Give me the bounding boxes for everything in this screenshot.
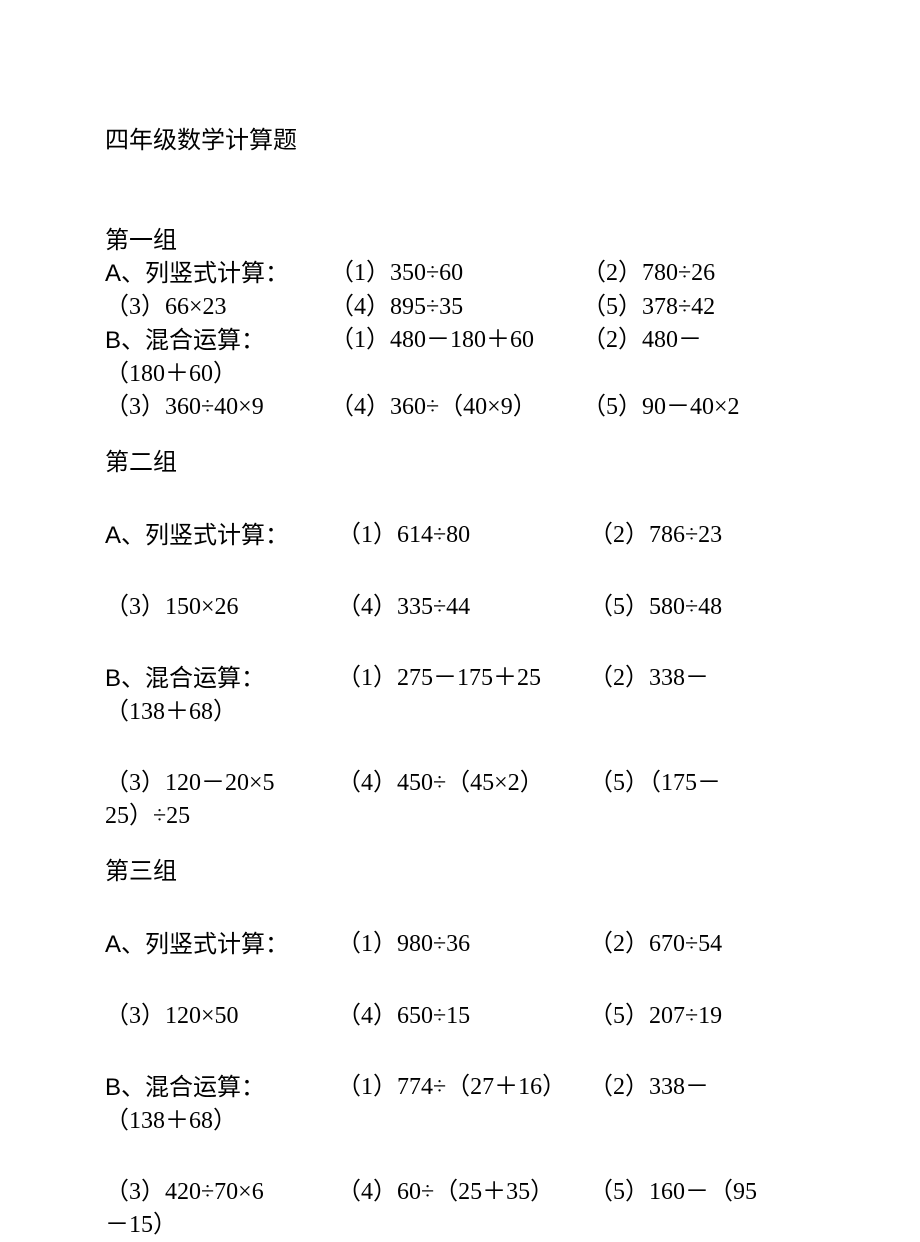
- group3-B-p1: （1）774÷（27＋16）: [337, 1071, 589, 1105]
- group2-title: 第二组: [105, 442, 815, 477]
- group1-B-row1-wrap: （180＋60）: [105, 358, 815, 391]
- group3-B-p4: （4）60÷（25＋35）: [337, 1176, 589, 1209]
- group2-A-p1: （1）614÷80: [337, 519, 589, 553]
- group3-A-row1: A、列竖式计算： （1）980÷36 （2）670÷54: [105, 928, 815, 962]
- group2-B-p2a: （2）338－: [589, 662, 815, 696]
- group1-B-row2: （3）360÷40×9 （4）360÷（40×9） （5）90－40×2: [105, 391, 815, 424]
- group2-A-label: A、列竖式计算：: [105, 519, 337, 553]
- group2-A-p3: （3）150×26: [105, 591, 337, 624]
- group1-B-p4: （4）360÷（40×9）: [330, 391, 582, 424]
- label-suffix: 、混合运算：: [121, 666, 265, 692]
- group2-A-p5: （5）580÷48: [589, 591, 815, 624]
- group3-B-row2: （3）420÷70×6 （4）60÷（25＋35） （5）160－（95: [105, 1176, 815, 1209]
- group2-B-row1: B、混合运算： （1）275－175＋25 （2）338－: [105, 662, 815, 696]
- group2-B-p5a: （5）（175－: [589, 767, 815, 800]
- group3-B-row1-wrap: （138＋68）: [105, 1105, 815, 1138]
- group1-A-p2: （2）780÷26: [582, 257, 815, 291]
- group3-A-p2: （2）670÷54: [589, 928, 815, 962]
- group3-A-row2: （3）120×50 （4）650÷15 （5）207÷19: [105, 1000, 815, 1033]
- label-suffix: 、混合运算：: [121, 1075, 265, 1101]
- group1-B-row1: B、混合运算： （1）480－180＋60 （2）480－: [105, 324, 815, 358]
- group1-A-p4: （4）895÷35: [330, 291, 582, 324]
- group3-B-p2b: （138＋68）: [105, 1105, 237, 1138]
- group2-B-row2: （3）120－20×5 （4）450÷（45×2） （5）（175－: [105, 767, 815, 800]
- group3-B-p5b: －15）: [105, 1209, 177, 1242]
- group3-A-label: A、列竖式计算：: [105, 928, 337, 962]
- group1-A-p3: （3）66×23: [105, 291, 330, 324]
- group2-A-row1: A、列竖式计算： （1）614÷80 （2）786÷23: [105, 519, 815, 553]
- letter-B: B: [105, 327, 121, 354]
- group1-B-p3: （3）360÷40×9: [105, 391, 330, 424]
- group1-B-p1: （1）480－180＋60: [330, 324, 582, 358]
- label-suffix: 、列竖式计算：: [121, 261, 289, 287]
- group3-A-p3: （3）120×50: [105, 1000, 337, 1033]
- group1-A-p1: （1）350÷60: [330, 257, 582, 291]
- group2-B-row2-wrap: 25）÷25: [105, 800, 815, 833]
- group3-B-p5a: （5）160－（95: [589, 1176, 815, 1209]
- group2-B-p1: （1）275－175＋25: [337, 662, 589, 696]
- group1-A-row1: A、列竖式计算： （1）350÷60 （2）780÷26: [105, 257, 815, 291]
- page-title: 四年级数学计算题: [105, 120, 815, 155]
- letter-A: A: [105, 260, 121, 287]
- group3-A-p4: （4）650÷15: [337, 1000, 589, 1033]
- group3-B-p3: （3）420÷70×6: [105, 1176, 337, 1209]
- group2-B-p4: （4）450÷（45×2）: [337, 767, 589, 800]
- group2-B-p5b: 25）÷25: [105, 800, 190, 833]
- letter-A: A: [105, 522, 121, 549]
- group1-A-label: A、列竖式计算：: [105, 257, 330, 291]
- group2-B-row1-wrap: （138＋68）: [105, 696, 815, 729]
- letter-B: B: [105, 1074, 121, 1101]
- group3-A-p5: （5）207÷19: [589, 1000, 815, 1033]
- group1-B-p5: （5）90－40×2: [582, 391, 815, 424]
- group2-A-p2: （2）786÷23: [589, 519, 815, 553]
- group3-title: 第三组: [105, 851, 815, 886]
- group1-B-label: B、混合运算：: [105, 324, 330, 358]
- group1-title: 第一组: [105, 220, 815, 255]
- letter-B: B: [105, 665, 121, 692]
- group1-B-p2a: （2）480－: [582, 324, 815, 358]
- group2-B-p2b: （138＋68）: [105, 696, 237, 729]
- group3-B-label: B、混合运算：: [105, 1071, 337, 1105]
- group3-B-row1: B、混合运算： （1）774÷（27＋16） （2）338－: [105, 1071, 815, 1105]
- group3-B-p2a: （2）338－: [589, 1071, 815, 1105]
- label-suffix: 、列竖式计算：: [121, 523, 289, 549]
- group3-B-row2-wrap: －15）: [105, 1209, 815, 1242]
- group1-B-p2b: （180＋60）: [105, 358, 237, 391]
- group1-A-row2: （3）66×23 （4）895÷35 （5）378÷42: [105, 291, 815, 324]
- group2-A-row2: （3）150×26 （4）335÷44 （5）580÷48: [105, 591, 815, 624]
- group2-B-p3: （3）120－20×5: [105, 767, 337, 800]
- label-suffix: 、列竖式计算：: [121, 932, 289, 958]
- group1-A-p5: （5）378÷42: [582, 291, 815, 324]
- label-suffix: 、混合运算：: [121, 328, 265, 354]
- letter-A: A: [105, 931, 121, 958]
- group3-A-p1: （1）980÷36: [337, 928, 589, 962]
- group2-B-label: B、混合运算：: [105, 662, 337, 696]
- group2-A-p4: （4）335÷44: [337, 591, 589, 624]
